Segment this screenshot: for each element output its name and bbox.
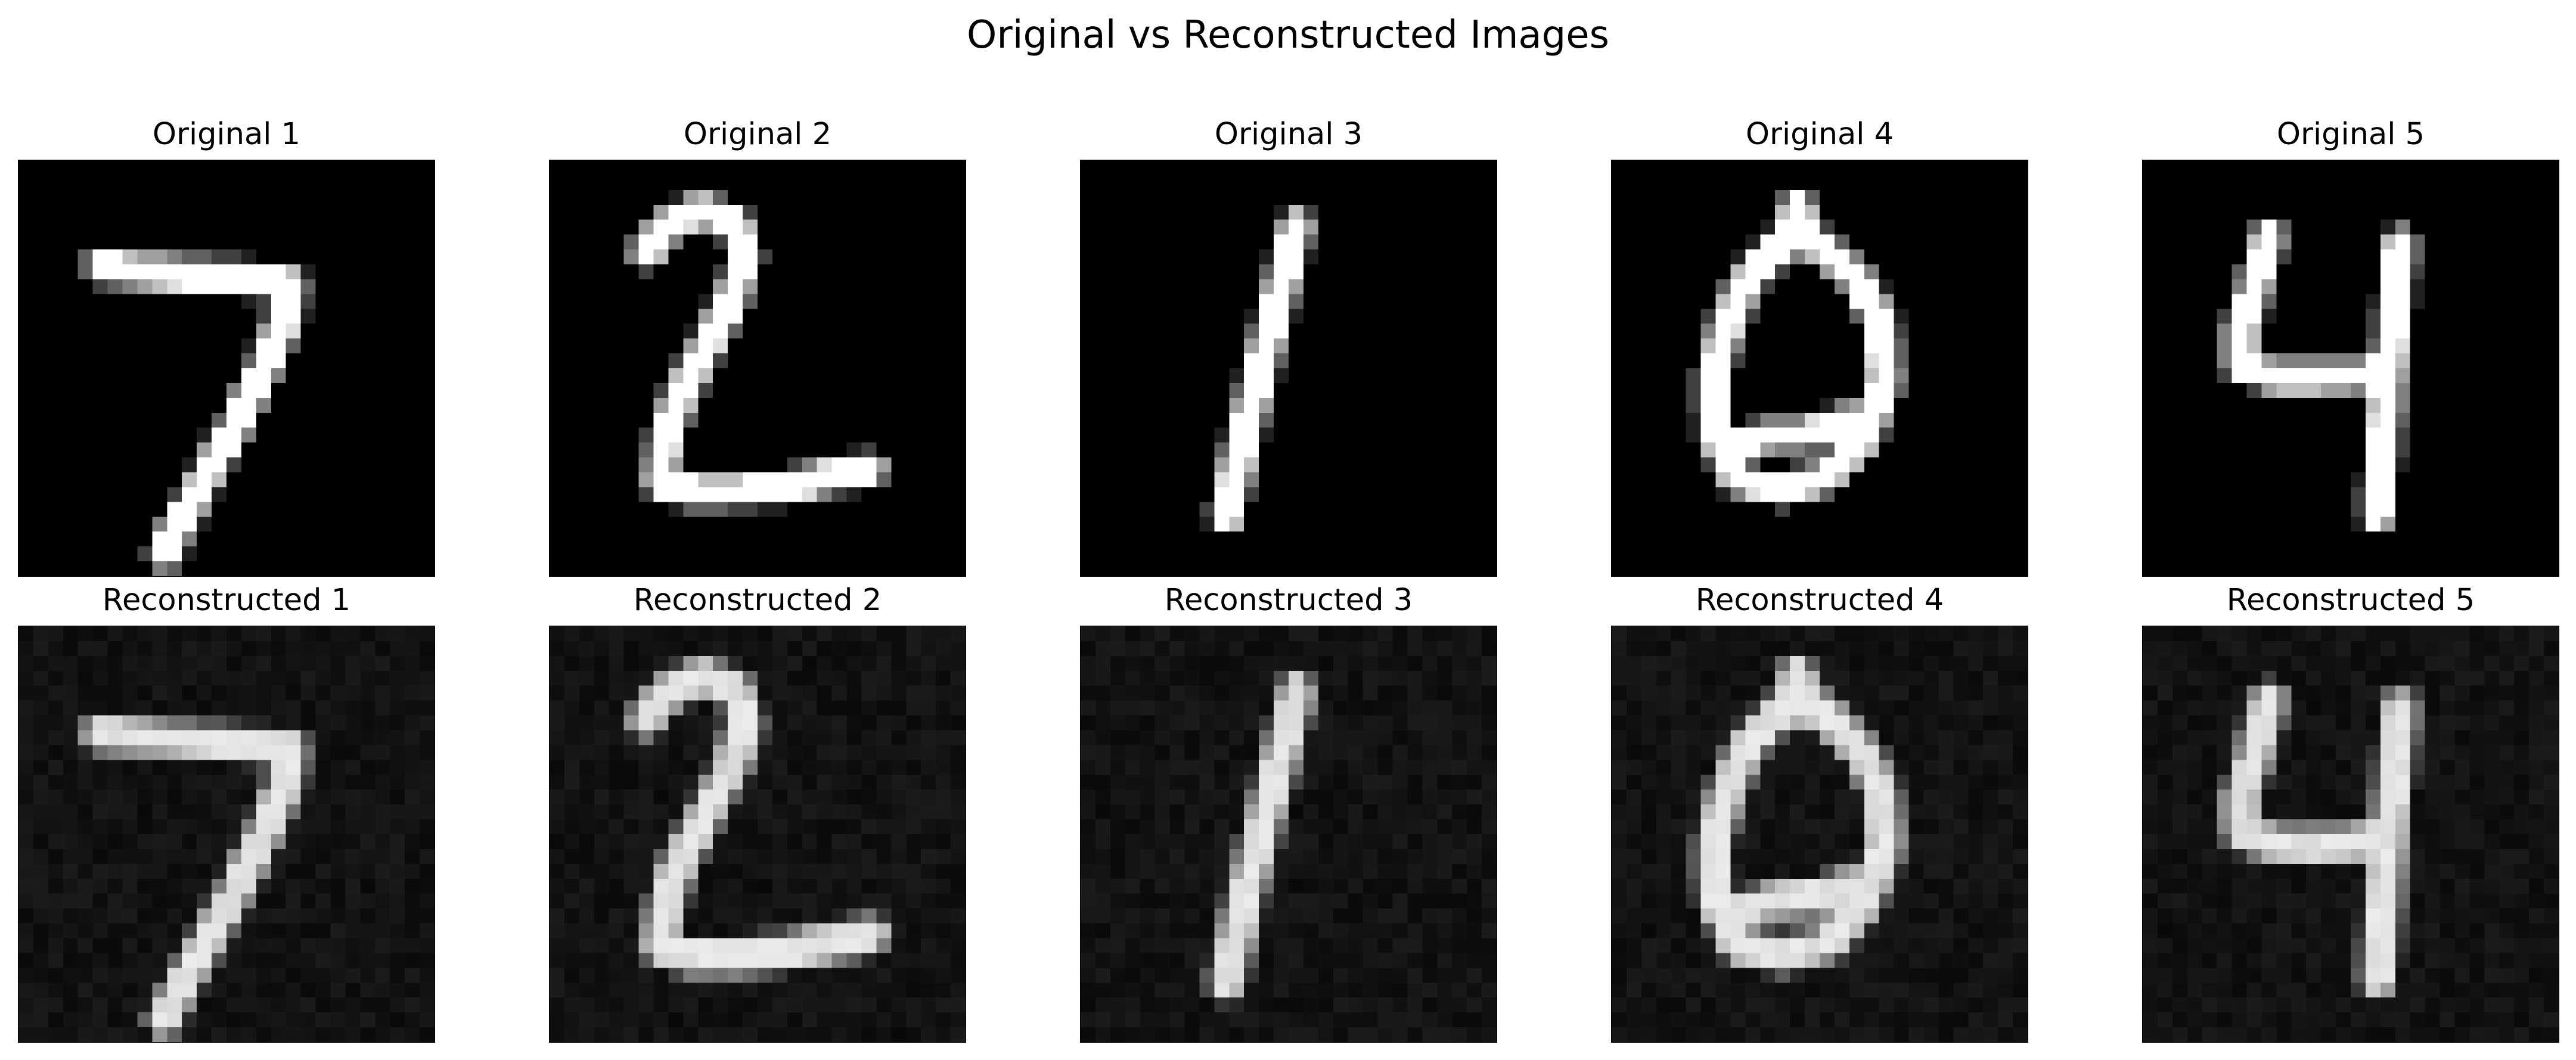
reconstructed-digit-image [1611, 626, 2028, 1043]
panel-title: Reconstructed 5 [2226, 583, 2475, 618]
panel-title: Original 5 [2276, 117, 2425, 152]
panel-title: Reconstructed 2 [633, 583, 882, 618]
original-digit-image [18, 160, 435, 577]
reconstructed-digit-image [549, 626, 966, 1043]
panel-title: Reconstructed 4 [1695, 583, 1944, 618]
original-digit-image [2142, 160, 2559, 577]
original-digit-image [1080, 160, 1497, 577]
panel-title: Reconstructed 3 [1164, 583, 1413, 618]
original-digit-image [549, 160, 966, 577]
panel-title: Original 3 [1214, 117, 1363, 152]
panel-title: Original 2 [683, 117, 832, 152]
panel-title: Original 1 [152, 117, 301, 152]
reconstructed-digit-image [1080, 626, 1497, 1043]
reconstructed-digit-image [2142, 626, 2559, 1043]
reconstructed-digit-image [18, 626, 435, 1043]
original-digit-image [1611, 160, 2028, 577]
figure-title: Original vs Reconstructed Images [967, 13, 1609, 57]
panel-title: Reconstructed 1 [102, 583, 351, 618]
panel-title: Original 4 [1745, 117, 1894, 152]
